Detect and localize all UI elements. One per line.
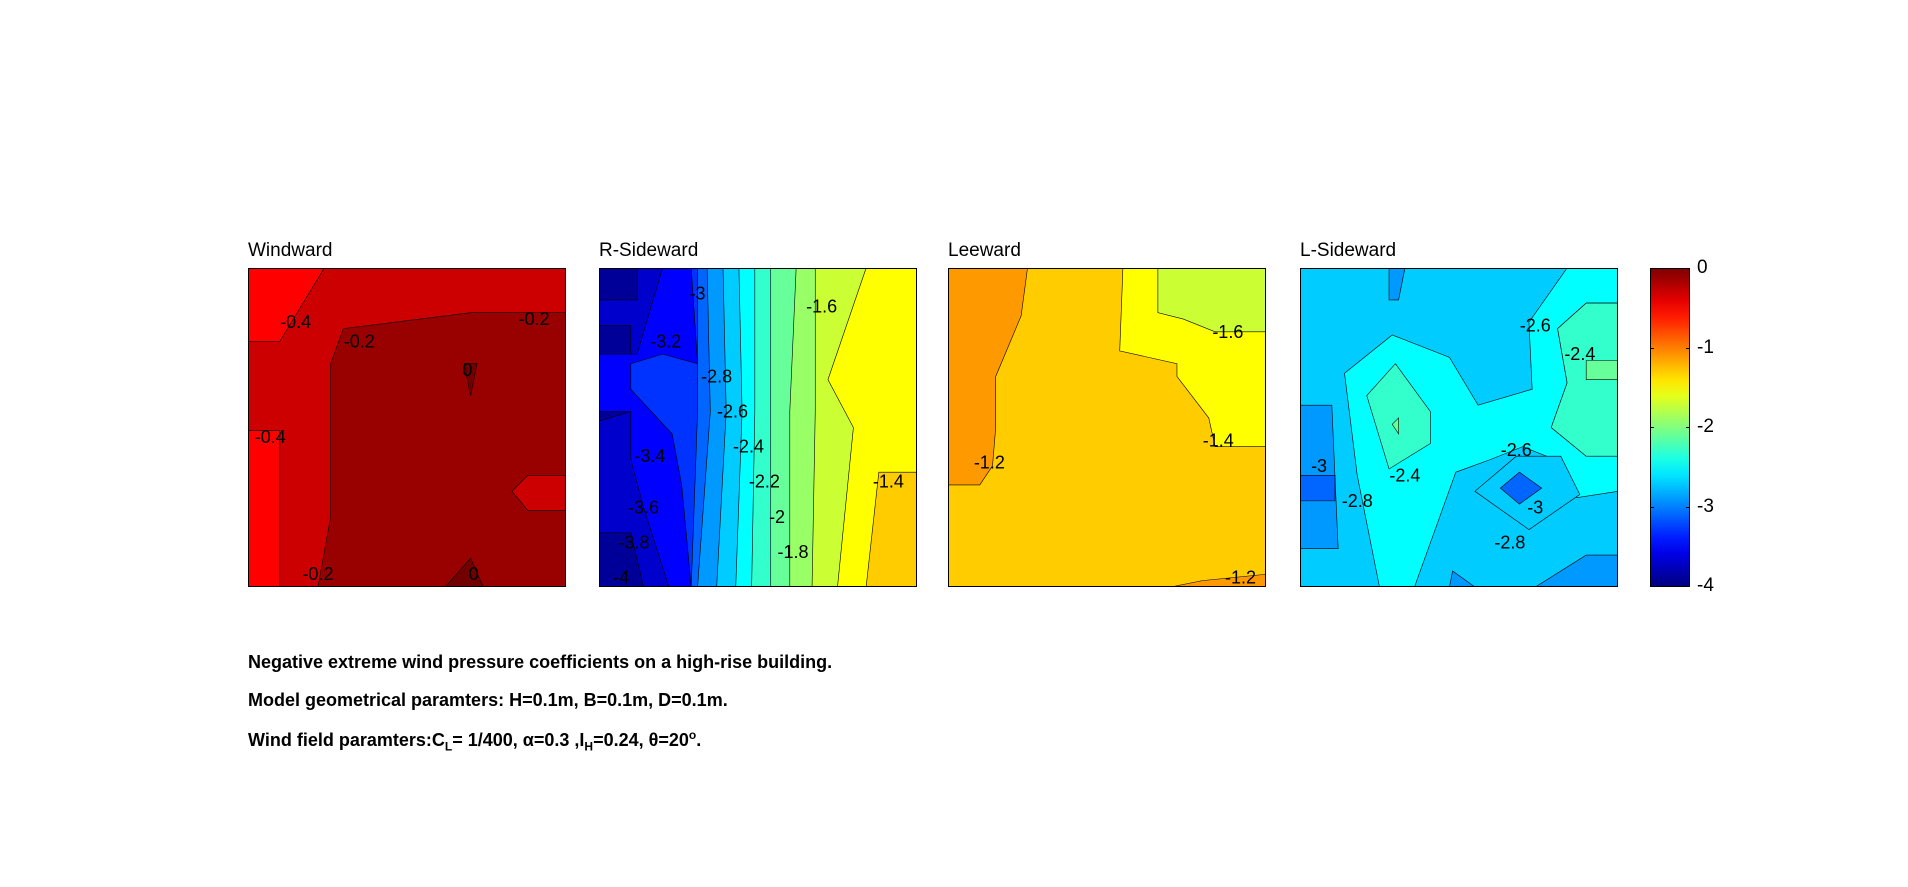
colorbar (1650, 268, 1690, 587)
contour-label: -4 (613, 567, 629, 587)
contour-label: -3 (1527, 497, 1543, 517)
colorbar-tick-mark (1650, 586, 1654, 587)
contour-label: -0.4 (280, 312, 311, 332)
contour-plot-leeward: -1.6 -1.4 -1.2 -1.2 (948, 268, 1266, 587)
colorbar-tick-mark (1686, 427, 1690, 428)
contour-plot-r-sideward: -3.2 -3 -2.8 -2.6 -2.4 -2.2 -2 -1.8 -1.6 -3.4 -3.6… (599, 268, 917, 587)
panel-title-r-sideward: R-Sideward (599, 240, 699, 261)
contour-region (865, 471, 917, 587)
contour-plot-l-sideward: -2.6 -2.4 -2.6 -3 -2.8 -2.4 -3 -2.8 (1300, 268, 1618, 587)
panel-title-leeward: Leeward (948, 240, 1021, 261)
contour-region (463, 363, 478, 396)
contour-label: -2.8 (1494, 532, 1525, 552)
contour-label: -2.4 (733, 437, 764, 457)
colorbar-tick-mark (1650, 506, 1654, 508)
contour-region (444, 557, 484, 587)
colorbar-tick-label: -2 (1697, 416, 1714, 437)
colorbar-tick-mark (1650, 347, 1654, 349)
contour-label: -3 (1311, 456, 1327, 476)
colorbar-tick-label: -4 (1697, 575, 1714, 596)
contour-label: -0.2 (519, 309, 550, 329)
caption-subscript: H (584, 739, 594, 754)
contour-label: -1.4 (873, 472, 904, 492)
contour-label: -3.4 (634, 446, 665, 466)
contour-region (1499, 471, 1543, 505)
contour-label: -0.2 (344, 331, 375, 351)
contour-region (1366, 363, 1431, 470)
caption-text: = 1/400, α=0.3 ,I (452, 730, 585, 750)
contour-label: -2.2 (749, 472, 780, 492)
contour-region (1391, 417, 1399, 435)
contour-label: -2.8 (1342, 491, 1373, 511)
panel-title-windward: Windward (248, 240, 333, 261)
plot-frame (599, 268, 917, 587)
contour-label: -2.8 (701, 366, 732, 386)
caption-subscript: L (444, 739, 453, 754)
panel-title-l-sideward: L-Sideward (1300, 240, 1397, 261)
colorbar-tick-mark (1686, 268, 1690, 269)
contour-label: -1.6 (806, 296, 837, 316)
contour-region (1157, 268, 1266, 333)
caption-text: =0.24, θ=20 (593, 730, 689, 750)
contour-label: -2 (769, 507, 785, 527)
colorbar-tick-mark (1650, 427, 1654, 428)
contour-label: -3.8 (618, 532, 649, 552)
contour-label: -2.6 (1501, 440, 1532, 460)
plot-frame (948, 268, 1266, 587)
contour-label: -2.4 (1564, 344, 1595, 364)
contour-label: -1.4 (1203, 430, 1234, 450)
contour-region (1585, 360, 1618, 380)
caption-superscript: o (688, 728, 697, 742)
caption-line-3: Wind field paramters:CL= 1/400, α=0.3 ,I… (248, 728, 701, 754)
caption-text: Wind field paramters:C (248, 730, 445, 750)
contour-label: -1.2 (974, 453, 1005, 473)
contour-region (1388, 268, 1406, 301)
contour-label: -3.6 (628, 497, 659, 517)
contour-label: -2.6 (717, 402, 748, 422)
contour-region (1170, 573, 1266, 587)
colorbar-tick-label: -3 (1697, 495, 1714, 517)
contour-region (1550, 302, 1618, 457)
contour-label: -1.2 (1225, 567, 1256, 587)
caption-line-1: Negative extreme wind pressure coefficie… (248, 652, 833, 672)
contour-label: -2.4 (1389, 465, 1420, 485)
contour-region (317, 312, 566, 587)
colorbar-tick-mark (1686, 586, 1690, 587)
contour-region (1449, 570, 1476, 587)
contour-region (1300, 475, 1336, 502)
caption-text: . (696, 730, 702, 750)
contour-label: 0 (469, 564, 479, 584)
plot-frame (248, 268, 566, 587)
caption-line-2: Model geometrical paramters: H=0.1m, B=0… (248, 690, 728, 710)
contour-label: -1.8 (777, 542, 808, 562)
contour-label: -3 (690, 284, 706, 304)
contour-plot-windward: -0.4 -0.2 -0.2 0 -0.4 -0.2 0 (248, 268, 566, 587)
contour-label: -2.6 (1520, 315, 1551, 335)
contour-region (948, 268, 1028, 486)
contour-label: -1.6 (1212, 322, 1243, 342)
colorbar-tick-label: -1 (1697, 336, 1714, 358)
colorbar-tick-label: 0 (1697, 257, 1708, 278)
colorbar-tick-mark (1686, 347, 1690, 349)
contour-region (1534, 554, 1618, 587)
plot-frame (1300, 268, 1618, 587)
colorbar-tick-mark (1686, 506, 1690, 508)
contour-label: -3.2 (650, 331, 681, 351)
contour-label: -0.2 (302, 564, 333, 584)
colorbar-tick-mark (1650, 268, 1654, 269)
contour-label: -0.4 (255, 427, 286, 447)
contour-label: 0 (462, 360, 472, 380)
